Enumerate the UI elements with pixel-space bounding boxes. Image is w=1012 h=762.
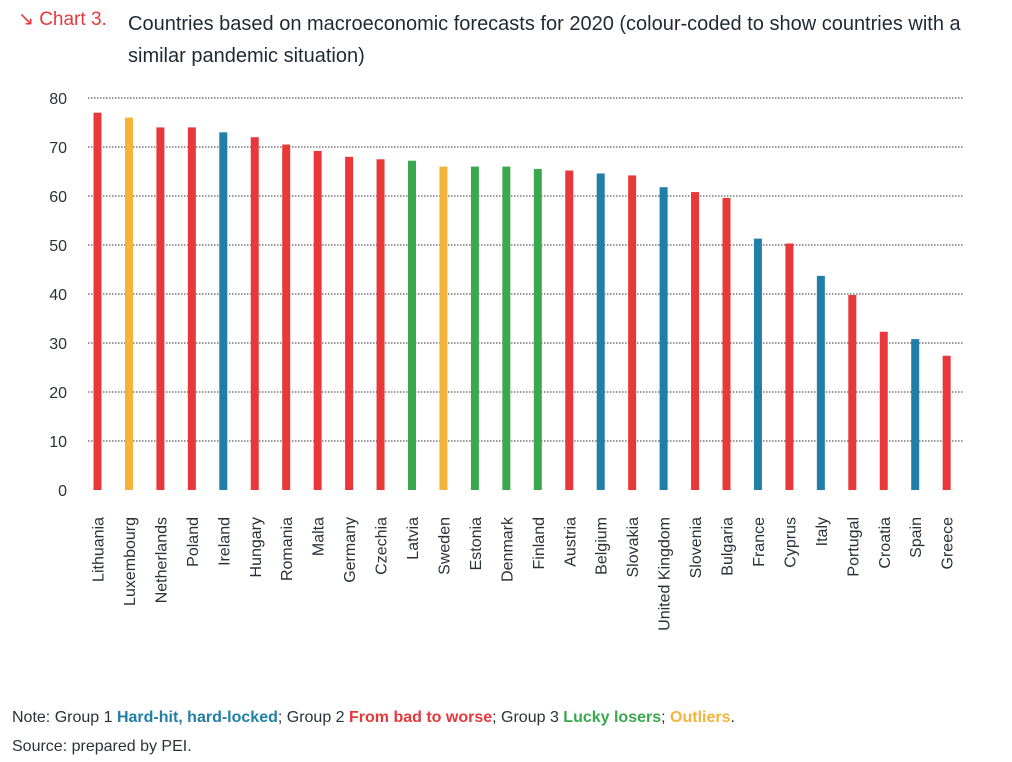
note-sep-3: ; (661, 709, 671, 726)
note-prefix: Note: Group 1 (12, 709, 117, 726)
note-sep-1: ; Group 2 (277, 709, 350, 726)
y-tick-label: 10 (49, 434, 67, 451)
x-axis-labels: Lithuania Luxembourg Netherlands Poland Irel… (91, 516, 957, 631)
x-tick-label: United Kingdom (657, 517, 674, 631)
x-tick-label: France (751, 517, 768, 567)
bar-lithuania (93, 112, 102, 490)
bar-netherlands (156, 127, 165, 491)
legend-outliers: Outliers (670, 709, 731, 726)
x-tick-label: Ireland (216, 517, 233, 566)
x-tick-label: Romania (279, 517, 296, 581)
bars (93, 112, 951, 491)
x-tick-label: Greece (940, 517, 957, 570)
y-tick-label: 70 (49, 140, 67, 157)
bar-greece (942, 355, 951, 490)
x-tick-label: Sweden (436, 517, 453, 575)
bar-chart: 0 10 20 30 40 50 60 70 80 Lithuania Luxembourg Net… (49, 91, 963, 631)
bar-hungary (250, 137, 259, 490)
x-tick-label: Portugal (845, 517, 862, 577)
x-tick-label: Bulgaria (720, 517, 737, 576)
x-tick-label: Slovenia (688, 517, 705, 578)
x-tick-label: Denmark (499, 516, 516, 582)
chart-number-label: ↘ Chart 3. (18, 9, 107, 30)
source-note: Source: prepared by PEI. (12, 738, 192, 755)
bar-slovenia (691, 192, 700, 490)
legend-group1: Hard-hit, hard-locked (116, 709, 278, 726)
bar-slovakia (628, 175, 637, 491)
x-tick-label: Italy (814, 517, 831, 546)
y-tick-label: 20 (49, 385, 67, 402)
bar-austria (565, 170, 574, 490)
bar-estonia (470, 166, 479, 490)
bar-malta (313, 150, 322, 491)
y-tick-label: 60 (49, 189, 67, 206)
note-end: . (730, 709, 735, 726)
x-tick-label: Luxembourg (122, 517, 139, 606)
y-tick-label: 30 (49, 336, 67, 353)
x-tick-label: Estonia (468, 517, 485, 570)
y-tick-label: 0 (58, 483, 67, 500)
bar-luxembourg (124, 117, 133, 490)
x-tick-label: Lithuania (91, 517, 108, 582)
x-tick-label: Hungary (248, 517, 265, 577)
bar-cyprus (785, 243, 794, 490)
x-tick-label: Austria (562, 517, 579, 567)
x-tick-label: Latvia (405, 517, 422, 560)
bar-united-kingdom (659, 187, 668, 490)
x-tick-label: Croatia (877, 517, 894, 569)
bar-croatia (879, 331, 888, 490)
bar-italy (816, 275, 825, 490)
bar-finland (533, 169, 542, 491)
x-tick-label: Finland (531, 517, 548, 569)
bar-belgium (596, 173, 605, 490)
bar-denmark (502, 166, 511, 490)
x-tick-label: Slovakia (625, 517, 642, 578)
y-axis-ticks: 0 10 20 30 40 50 60 70 80 (49, 91, 67, 500)
legend-group2: From bad to worse (349, 709, 493, 726)
x-tick-label: Spain (908, 517, 925, 558)
bar-france (753, 238, 762, 490)
note-sep-2: ; Group 3 (492, 709, 564, 726)
legend-group3: Lucky losers (563, 709, 662, 726)
bar-spain (911, 339, 920, 490)
x-tick-label: Czechia (374, 517, 391, 575)
legend-note: Note: Group 1 Hard-hit, hard-locked; Gro… (12, 703, 1002, 732)
x-tick-label: Belgium (594, 517, 611, 575)
x-tick-label: Netherlands (153, 517, 170, 603)
y-tick-label: 80 (49, 91, 67, 108)
x-tick-label: Cyprus (782, 517, 799, 568)
bar-sweden (439, 166, 448, 490)
gridlines (88, 97, 963, 442)
x-tick-label: Malta (311, 517, 328, 556)
x-tick-label: Germany (342, 517, 359, 583)
y-tick-label: 50 (49, 238, 67, 255)
bar-latvia (408, 160, 416, 490)
bar-ireland (219, 132, 228, 491)
bar-germany (345, 156, 354, 491)
bar-bulgaria (722, 197, 731, 490)
y-tick-label: 40 (49, 287, 67, 304)
bar-poland (187, 127, 196, 491)
bar-romania (282, 144, 291, 491)
bar-czechia (376, 159, 385, 490)
x-tick-label: Poland (185, 517, 202, 567)
chart-title: Countries based on macroeconomic forecas… (128, 13, 961, 67)
footnote: Note: Group 1 Hard-hit, hard-locked; Gro… (12, 703, 1002, 761)
bar-portugal (848, 294, 857, 490)
